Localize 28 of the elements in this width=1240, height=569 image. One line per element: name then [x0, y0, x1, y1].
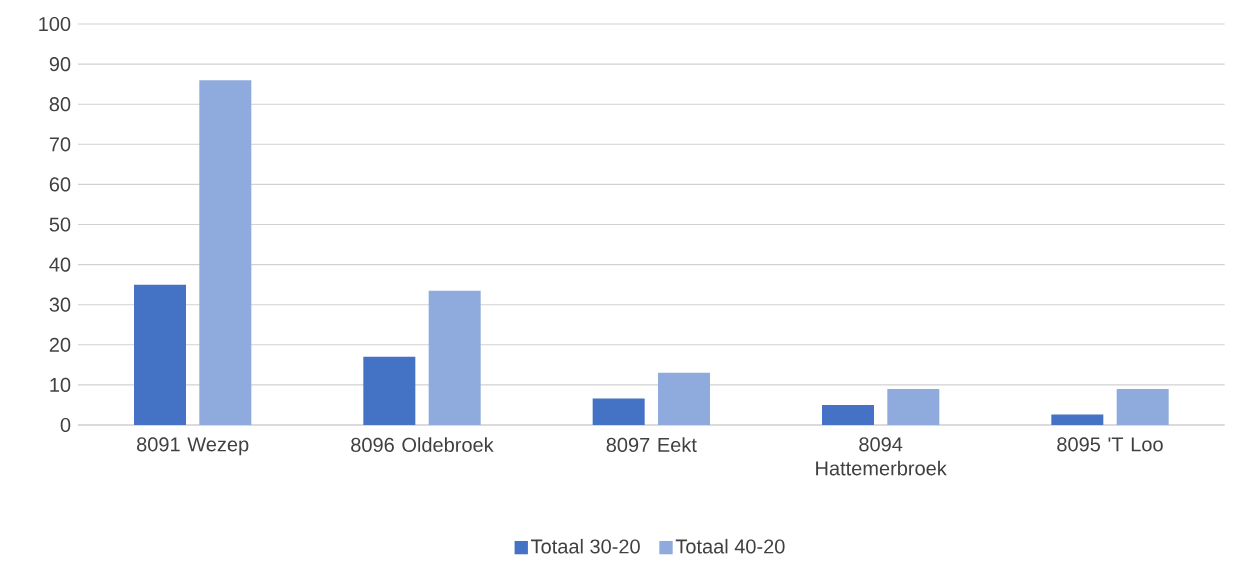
bar	[822, 404, 874, 426]
y-tick-label: 60	[49, 177, 71, 192]
x-tick-label: 8091 Wezep	[137, 437, 249, 456]
bar	[887, 388, 940, 426]
legend-label: Totaal 40-20	[675, 538, 785, 554]
y-tick-label: 10	[50, 377, 71, 392]
y-tick-label: 50	[49, 217, 71, 232]
bar	[1116, 388, 1169, 426]
x-tick-label: 8096 Oldebroek	[351, 437, 494, 452]
x-tick-label: 8095 'T Loo	[1057, 437, 1163, 452]
bar	[1051, 414, 1104, 426]
legend-label: Totaal 30-20	[531, 538, 640, 554]
bar	[658, 372, 710, 426]
bar	[199, 80, 252, 426]
bar	[592, 398, 645, 426]
y-tick-label: 70	[49, 137, 71, 152]
bar	[134, 284, 186, 426]
x-tick-label: 8094 Hattemerbroek	[816, 437, 947, 476]
y-tick-label: 30	[49, 297, 71, 312]
y-tick-label: 40	[49, 257, 71, 272]
y-tick-label: 90	[49, 57, 71, 72]
y-tick-label: 20	[49, 337, 71, 352]
y-tick-label: 100	[39, 16, 71, 32]
bar	[428, 290, 481, 426]
y-tick-label: 80	[49, 97, 71, 112]
x-tick-label: 8097 Eekt	[606, 437, 697, 452]
bar	[363, 356, 416, 426]
y-tick-label: 0	[60, 417, 71, 433]
